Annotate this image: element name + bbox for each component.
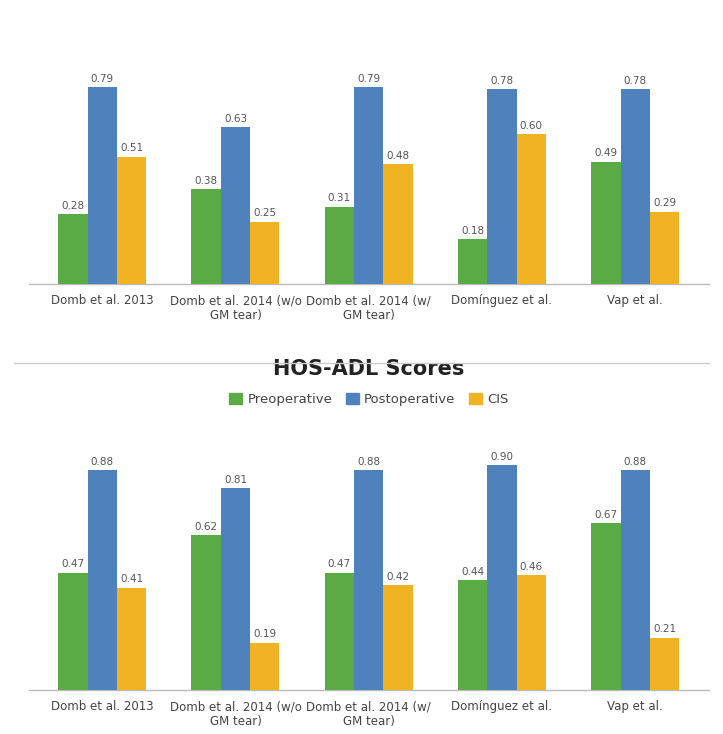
Text: 0.51: 0.51 (120, 143, 143, 153)
Bar (458, 239, 487, 284)
Bar (591, 523, 620, 690)
Bar (383, 164, 413, 284)
Bar (250, 642, 280, 690)
Bar (117, 588, 146, 690)
Bar (517, 134, 546, 284)
Legend: Preoperative, Postoperative, CIS: Preoperative, Postoperative, CIS (223, 0, 514, 5)
Bar (59, 214, 87, 284)
Text: 0.46: 0.46 (520, 562, 543, 572)
Text: 0.78: 0.78 (490, 76, 513, 86)
Bar (517, 575, 546, 690)
Text: 0.78: 0.78 (624, 76, 647, 86)
Bar (117, 157, 146, 284)
Text: 0.31: 0.31 (328, 193, 351, 203)
Text: 0.90: 0.90 (490, 452, 513, 462)
Bar (458, 580, 487, 690)
Bar (650, 211, 679, 284)
Text: 0.88: 0.88 (357, 457, 380, 467)
Bar (325, 573, 354, 690)
Text: 0.25: 0.25 (253, 208, 276, 218)
Text: 0.44: 0.44 (461, 567, 484, 577)
Bar (591, 161, 620, 284)
Text: 0.21: 0.21 (653, 625, 676, 634)
Bar (354, 87, 383, 284)
Text: 0.42: 0.42 (387, 572, 410, 582)
Legend: Preoperative, Postoperative, CIS: Preoperative, Postoperative, CIS (223, 388, 514, 411)
Bar (620, 470, 650, 690)
Text: 0.88: 0.88 (624, 457, 647, 467)
Text: 0.47: 0.47 (328, 559, 351, 570)
Text: 0.18: 0.18 (461, 226, 484, 236)
Bar (487, 90, 517, 284)
Text: 0.79: 0.79 (357, 73, 380, 84)
Text: 0.29: 0.29 (653, 198, 676, 208)
Bar (250, 222, 280, 284)
Bar (650, 638, 679, 690)
Bar (87, 470, 117, 690)
Bar (383, 585, 413, 690)
Title: HOS-ADL Scores: HOS-ADL Scores (273, 359, 464, 379)
Bar (221, 127, 250, 284)
Text: 0.49: 0.49 (594, 148, 617, 159)
Bar (192, 535, 221, 690)
Text: 0.47: 0.47 (61, 559, 85, 570)
Text: 0.62: 0.62 (194, 522, 218, 532)
Text: 0.19: 0.19 (253, 629, 276, 639)
Text: 0.60: 0.60 (520, 121, 543, 131)
Bar (192, 189, 221, 284)
Bar (325, 207, 354, 284)
Bar (87, 87, 117, 284)
Text: 0.67: 0.67 (594, 509, 617, 520)
Text: 0.48: 0.48 (387, 151, 410, 161)
Text: 0.88: 0.88 (90, 457, 114, 467)
Text: 0.63: 0.63 (224, 114, 247, 123)
Text: 0.41: 0.41 (120, 575, 143, 584)
Bar (487, 465, 517, 690)
Bar (221, 488, 250, 690)
Text: 0.38: 0.38 (194, 176, 218, 186)
Text: 0.28: 0.28 (61, 201, 85, 211)
Bar (354, 470, 383, 690)
Text: 0.79: 0.79 (90, 73, 114, 84)
Bar (620, 90, 650, 284)
Bar (59, 573, 87, 690)
Text: 0.81: 0.81 (224, 475, 247, 484)
